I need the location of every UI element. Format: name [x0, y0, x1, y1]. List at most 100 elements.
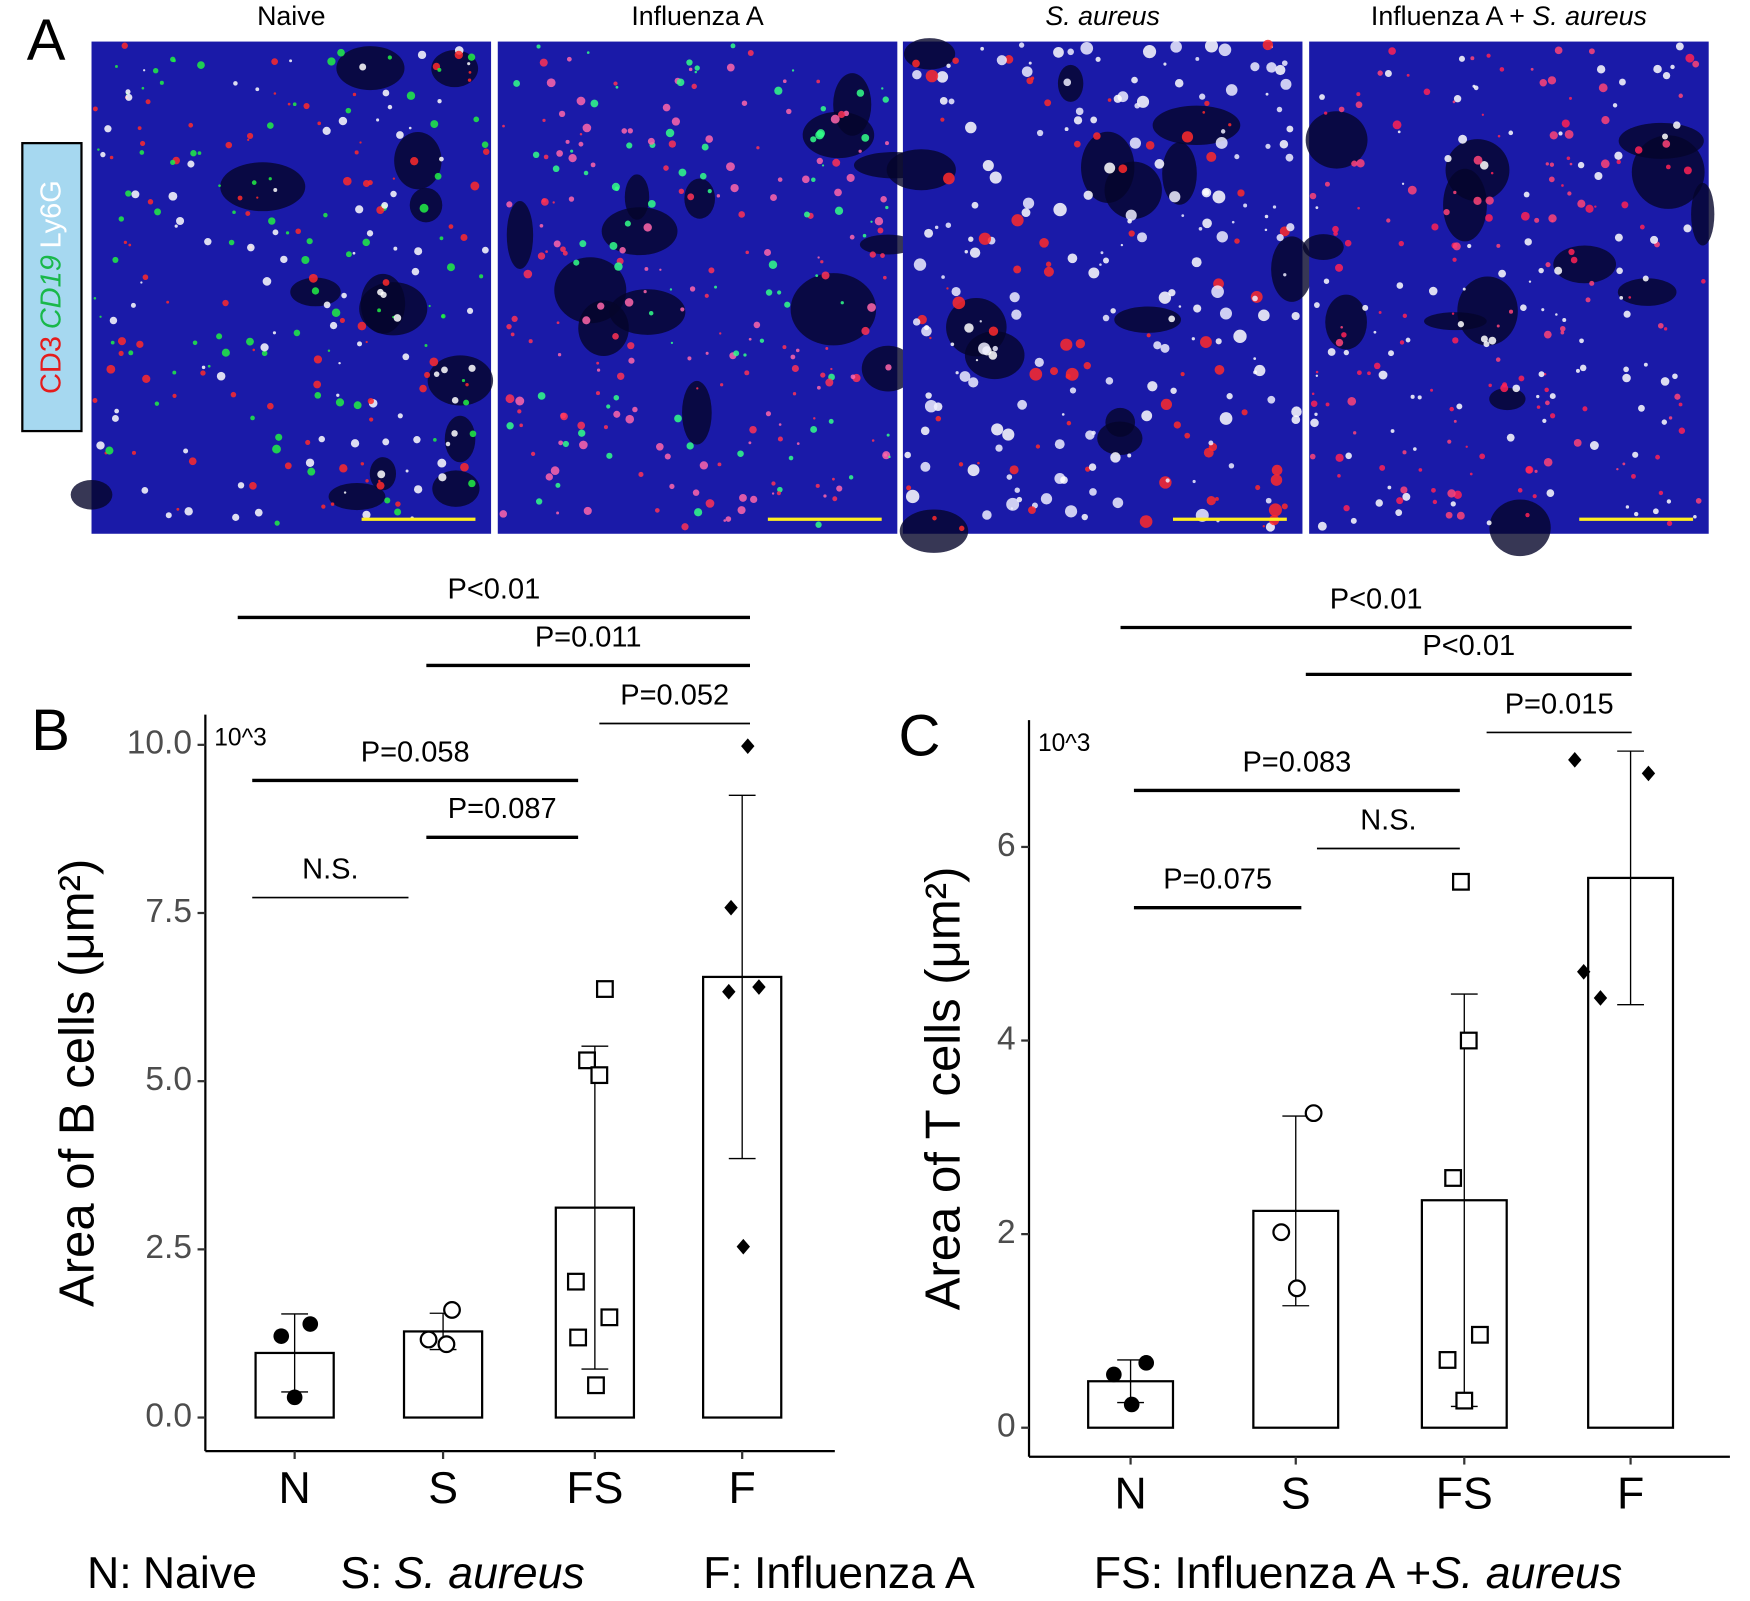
cell-dot [272, 444, 281, 454]
cell-dot [1286, 223, 1295, 232]
cell-dot [1377, 70, 1383, 76]
cell-dot [644, 267, 649, 271]
cell-dot [1481, 113, 1485, 116]
cell-dot [925, 69, 939, 83]
cell-dot [1006, 497, 1020, 511]
cell-dot [1457, 321, 1465, 328]
cell-dot [615, 85, 619, 89]
cell-dot [362, 238, 370, 247]
cell-dot [1160, 398, 1173, 411]
cell-dot [1104, 162, 1116, 174]
cell-dot [159, 80, 164, 85]
cell-dot [367, 180, 373, 186]
cell-dot [1127, 218, 1132, 224]
cell-dot [1075, 339, 1086, 349]
cell-dot [1453, 490, 1462, 499]
cell-dot [1136, 95, 1150, 108]
cell-dot [1473, 155, 1483, 165]
point [286, 1389, 303, 1406]
cell-dot [1452, 100, 1456, 104]
y-tick-label: 2 [997, 1214, 1016, 1251]
cell-dot [562, 440, 569, 448]
cell-dot [578, 141, 584, 147]
cell-dot [1252, 295, 1258, 302]
cell-dot [128, 243, 132, 247]
cell-dot [1110, 452, 1121, 463]
cell-dot [696, 387, 699, 390]
cell-dot [747, 49, 754, 56]
dark-region [833, 73, 872, 136]
cell-dot [419, 203, 429, 213]
dark-region [1097, 421, 1143, 456]
cell-dot [1113, 94, 1122, 103]
cell-dot [1488, 336, 1497, 345]
cell-dot [1399, 340, 1405, 345]
cell-dot [849, 234, 855, 240]
legend-italic: S. aureus [394, 1549, 585, 1598]
cell-dot [382, 438, 390, 446]
cell-dot [402, 353, 410, 361]
cell-dot [1203, 447, 1214, 458]
cell-dot [1634, 146, 1643, 154]
cell-dot [694, 70, 698, 74]
cell-dot [647, 199, 656, 208]
cell-dot [1666, 520, 1673, 527]
cell-dot [256, 196, 259, 199]
cell-dot [989, 171, 1002, 184]
cell-dot [343, 176, 352, 186]
cell-dot [1174, 79, 1184, 88]
cell-dot [885, 141, 889, 146]
cell-dot [145, 99, 151, 105]
cell-dot [883, 453, 888, 457]
cell-dot [437, 458, 447, 468]
cell-dot [1479, 453, 1486, 460]
cell-dot [117, 337, 127, 346]
cell-dot [1280, 78, 1292, 90]
legend-text: Influenza A + [1174, 1549, 1431, 1598]
cell-dot [1445, 511, 1453, 519]
multiplier: 10^3 [214, 725, 266, 752]
cell-dot [723, 519, 727, 522]
cell-dot [1486, 520, 1492, 526]
cell-dot [1335, 263, 1344, 272]
cell-dot [1181, 214, 1185, 218]
cell-dot [782, 79, 787, 84]
cell-dot [883, 275, 887, 280]
cell-dot [454, 50, 463, 60]
cell-dot [686, 59, 693, 66]
cell-dot [1045, 261, 1052, 267]
cell-dot [556, 511, 560, 515]
cell-dot [1134, 102, 1140, 109]
cell-dot [1378, 370, 1388, 380]
cell-dot [172, 370, 177, 375]
cell-dot [1075, 107, 1084, 116]
cell-dot [479, 274, 484, 279]
cell-dot [506, 201, 513, 208]
cell-dot [481, 246, 489, 254]
cell-dot [118, 216, 124, 222]
cell-dot [624, 298, 634, 307]
cell-dot [1090, 116, 1098, 124]
cell-dot [1356, 92, 1361, 97]
y-tick-label: 0 [997, 1408, 1016, 1445]
cell-dot [982, 510, 992, 520]
cell-dot [1211, 285, 1224, 298]
cell-dot [323, 212, 328, 218]
cell-dot [392, 177, 396, 180]
cell-dot [1483, 341, 1490, 348]
cell-dot [128, 350, 134, 356]
cell-dot [482, 148, 490, 155]
cell-dot [190, 150, 197, 157]
cell-dot [777, 290, 782, 295]
cell-dot [1173, 421, 1181, 429]
cell-dot [1619, 78, 1626, 86]
cell-dot [768, 260, 778, 269]
cell-dot [867, 303, 876, 312]
cell-dot [505, 394, 515, 404]
cell-dot [355, 205, 364, 214]
legend-key: S: [340, 1549, 382, 1598]
cell-dot [1661, 419, 1668, 425]
cell-dot [552, 165, 560, 173]
point [587, 1376, 605, 1395]
cell-dot [1621, 201, 1629, 209]
